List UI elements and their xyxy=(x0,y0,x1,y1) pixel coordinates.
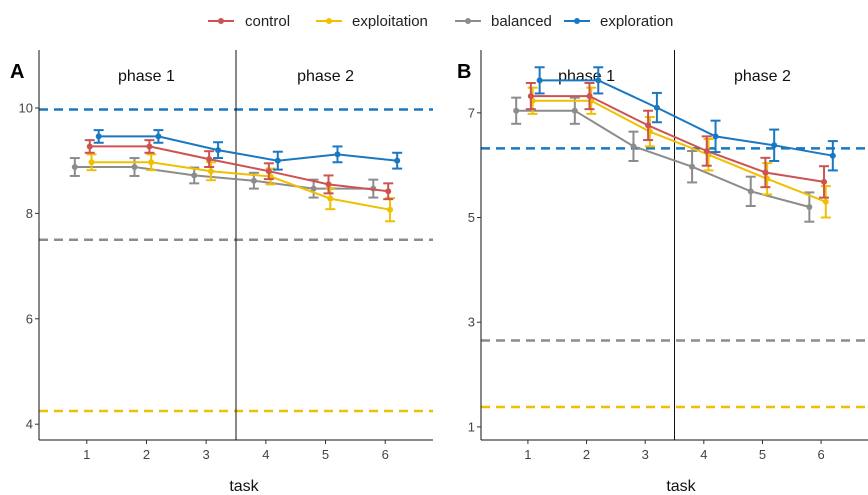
data-point-control xyxy=(206,156,212,162)
data-point-balanced xyxy=(132,164,138,170)
data-point-exploration xyxy=(96,133,102,139)
data-point-exploration xyxy=(215,147,221,153)
data-point-balanced xyxy=(513,108,519,114)
data-point-exploration xyxy=(155,133,161,139)
legend-label-control: control xyxy=(245,13,290,30)
data-point-exploitation xyxy=(208,168,214,174)
series-control xyxy=(85,140,393,199)
data-point-balanced xyxy=(572,108,578,114)
data-point-exploration xyxy=(830,153,836,159)
data-point-exploitation xyxy=(387,207,393,213)
y-tick-label: 8 xyxy=(26,206,33,221)
y-tick-label: 4 xyxy=(26,417,33,432)
x-tick-label: 5 xyxy=(322,447,329,462)
legend-label-exploitation: exploitation xyxy=(352,13,428,30)
series-line-exploration xyxy=(540,80,833,155)
data-point-control xyxy=(266,168,272,174)
series-exploitation xyxy=(528,88,831,218)
legend-marker-exploitation xyxy=(326,18,332,24)
data-point-balanced xyxy=(251,178,257,184)
x-tick-label: 5 xyxy=(759,447,766,462)
x-tick-label: 3 xyxy=(642,447,649,462)
y-tick-label: 10 xyxy=(19,100,33,115)
x-tick-label: 6 xyxy=(382,447,389,462)
x-axis-title: task xyxy=(229,478,259,495)
data-point-balanced xyxy=(806,204,812,210)
data-point-exploration xyxy=(771,142,777,148)
data-point-exploration xyxy=(334,151,340,157)
data-point-balanced xyxy=(191,172,197,178)
series-balanced xyxy=(511,98,814,222)
legend: control exploitation balanced exploration xyxy=(208,13,673,30)
series-line-exploration xyxy=(99,136,398,160)
x-axis-title: task xyxy=(666,478,696,495)
x-tick-label: 1 xyxy=(524,447,531,462)
panel-letter: A xyxy=(10,61,24,83)
series-exploration xyxy=(94,130,402,170)
x-tick-label: 2 xyxy=(583,447,590,462)
data-point-control xyxy=(586,93,592,99)
x-tick-label: 4 xyxy=(262,447,269,462)
x-tick-label: 4 xyxy=(700,447,707,462)
x-tick-label: 2 xyxy=(143,447,150,462)
data-point-balanced xyxy=(689,164,695,170)
phase-label-1: phase 1 xyxy=(118,68,175,85)
legend-marker-control xyxy=(218,18,224,24)
data-point-exploration xyxy=(595,77,601,83)
data-point-exploration xyxy=(713,133,719,139)
x-tick-label: 6 xyxy=(817,447,824,462)
data-point-control xyxy=(704,148,710,154)
panel-letter: B xyxy=(457,61,471,83)
data-point-balanced xyxy=(72,164,78,170)
legend-label-exploration: exploration xyxy=(600,13,673,30)
data-point-control xyxy=(762,169,768,175)
data-point-control xyxy=(326,181,332,187)
phase-label-2: phase 2 xyxy=(297,68,354,85)
legend-marker-balanced xyxy=(465,18,471,24)
data-point-control xyxy=(385,188,391,194)
legend-label-balanced: balanced xyxy=(491,13,552,30)
data-point-balanced xyxy=(630,143,636,149)
y-tick-label: 1 xyxy=(468,419,475,434)
data-point-control xyxy=(528,93,534,99)
data-point-exploration xyxy=(275,158,281,164)
data-point-exploitation xyxy=(89,159,95,165)
data-point-exploration xyxy=(394,158,400,164)
data-point-control xyxy=(821,179,827,185)
x-tick-label: 1 xyxy=(83,447,90,462)
y-tick-label: 3 xyxy=(468,315,475,330)
x-tick-label: 3 xyxy=(203,447,210,462)
data-point-exploration xyxy=(654,105,660,111)
data-point-control xyxy=(146,143,152,149)
data-point-exploration xyxy=(537,77,543,83)
phase-label-2: phase 2 xyxy=(734,68,791,85)
data-point-exploitation xyxy=(148,159,154,165)
series-balanced xyxy=(70,158,378,198)
y-tick-label: 5 xyxy=(468,210,475,225)
data-point-control xyxy=(87,143,93,149)
series-line-exploitation xyxy=(533,101,826,202)
data-point-balanced xyxy=(748,188,754,194)
y-tick-label: 6 xyxy=(26,311,33,326)
data-point-exploitation xyxy=(327,196,333,202)
data-point-exploitation xyxy=(823,199,829,205)
y-tick-label: 7 xyxy=(468,105,475,120)
data-point-control xyxy=(645,122,651,128)
legend-marker-exploration xyxy=(574,18,580,24)
